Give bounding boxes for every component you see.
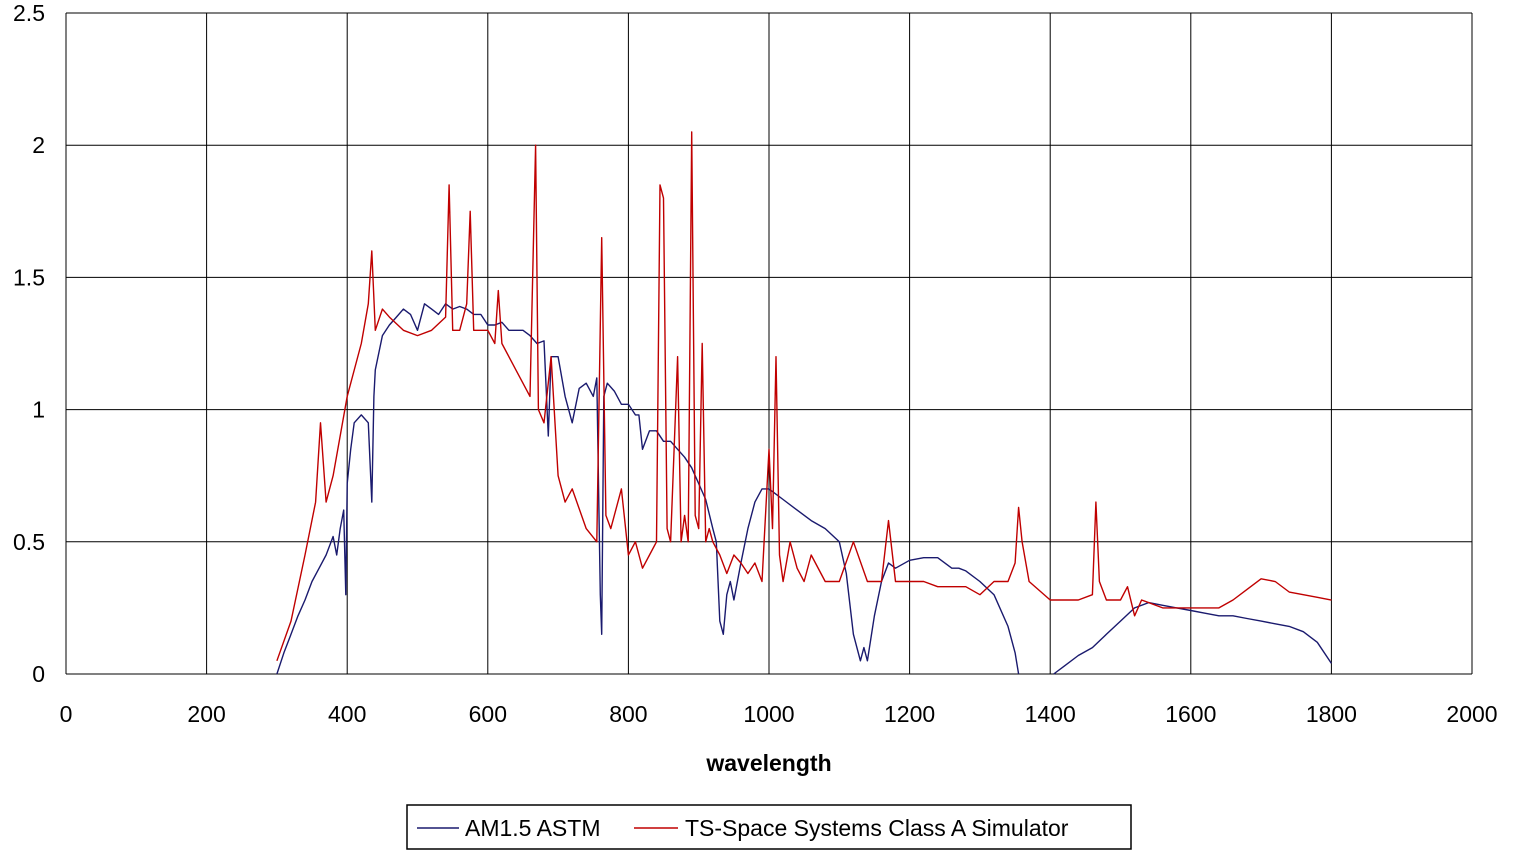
y-tick-label: 0.5 (13, 529, 45, 555)
series-line-1 (276, 131, 1332, 662)
legend: AM1.5 ASTM TS-Space Systems Class A Simu… (406, 804, 1132, 850)
grid-lines-vertical (65, 13, 1473, 674)
series-line-0 (276, 303, 1332, 675)
y-tick-label: 1.5 (13, 264, 45, 290)
y-tick-label: 2 (32, 132, 45, 158)
x-tick-labels: 0 200 400 600 800 1000 1200 1400 1600 1800 2000 (60, 701, 1498, 727)
x-tick-label: 0 (60, 701, 73, 727)
y-tick-labels: 0 0.5 1 1.5 2 2.5 (13, 0, 45, 687)
x-tick-label: 2000 (1446, 701, 1497, 727)
x-tick-label: 1000 (743, 701, 794, 727)
y-tick-label: 0 (32, 661, 45, 687)
x-axis-title: wavelength (705, 750, 831, 776)
legend-box (406, 804, 1132, 850)
x-tick-label: 200 (187, 701, 225, 727)
grid-lines-horizontal (66, 12, 1472, 675)
y-tick-label: 1 (32, 397, 45, 423)
legend-label-ts-simulator: TS-Space Systems Class A Simulator (685, 815, 1069, 841)
x-tick-label: 1600 (1165, 701, 1216, 727)
x-tick-label: 1200 (884, 701, 935, 727)
x-tick-label: 800 (609, 701, 647, 727)
legend-label-am15: AM1.5 ASTM (465, 815, 600, 841)
x-tick-label: 400 (328, 701, 366, 727)
x-tick-label: 600 (469, 701, 507, 727)
y-tick-label: 2.5 (13, 0, 45, 26)
series-group (276, 131, 1332, 675)
x-tick-label: 1400 (1025, 701, 1076, 727)
x-tick-label: 1800 (1306, 701, 1357, 727)
